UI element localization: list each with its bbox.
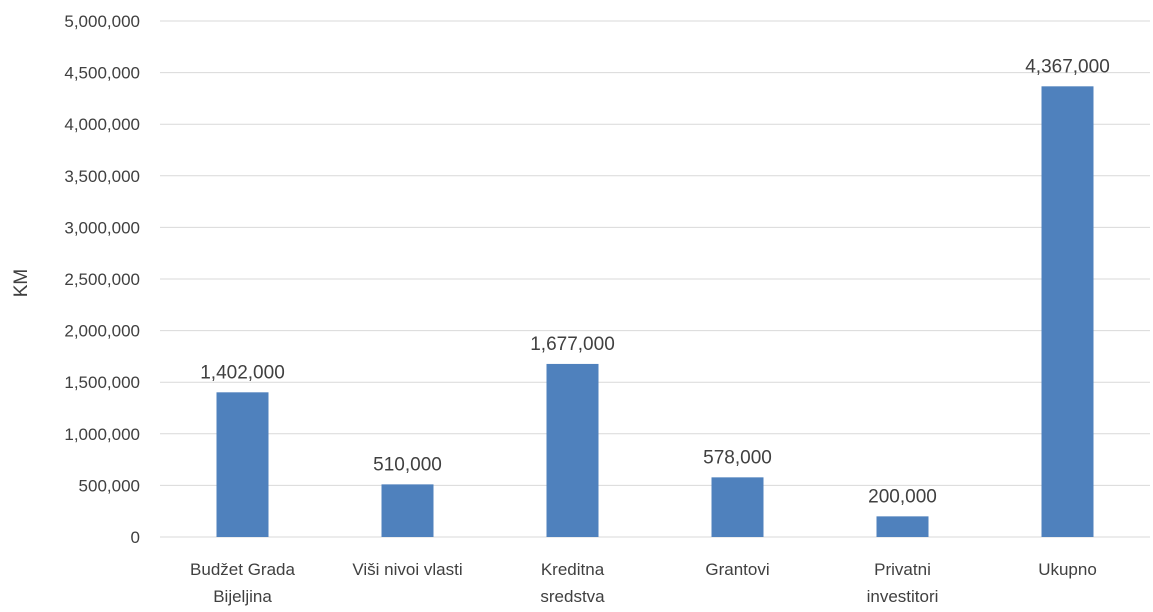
data-label: 1,677,000 [530,334,615,355]
bars [216,86,1094,538]
x-tick-label: Grantovi [705,560,769,579]
y-tick-label: 2,000,000 [64,322,140,341]
x-tick-label: Privatni investitori [867,560,939,606]
bar [711,477,764,537]
bar [381,484,434,537]
y-axis-title: KM [11,269,32,298]
x-tick-label: Budžet Grada Bijeljina [190,560,295,606]
y-tick-label: 5,000,000 [64,12,140,31]
y-tick-label: 1,000,000 [64,425,140,444]
bar [1041,86,1094,538]
data-label: 510,000 [373,454,442,475]
y-tick-label: 500,000 [79,476,140,495]
data-label: 578,000 [703,447,772,468]
y-tick-label: 4,500,000 [64,64,140,83]
data-label: 1,402,000 [200,362,285,383]
y-tick-label: 3,000,000 [64,218,140,237]
x-tick-label: Viši nivoi vlasti [352,560,462,579]
y-tick-label: 1,500,000 [64,373,140,392]
y-axis-ticks: 0 500,000 1,000,000 1,500,000 2,000,000 2,500… [64,12,140,547]
data-label: 200,000 [868,486,937,507]
y-tick-label: 2,500,000 [64,270,140,289]
x-axis-ticks: Budžet Grada Bijeljina Viši nivoi vlasti Kr… [190,560,1097,606]
data-label: 4,367,000 [1025,56,1110,77]
x-tick-label: Kreditna sredstva [540,560,605,606]
y-tick-label: 0 [131,528,140,547]
y-tick-label: 3,500,000 [64,167,140,186]
x-tick-label: Ukupno [1038,560,1097,579]
bar [876,516,929,537]
bar [546,363,599,537]
data-labels: 1,402,000 510,000 1,677,000 578,000 200,000 4… [200,56,1110,507]
y-tick-label: 4,000,000 [64,115,140,134]
gridlines [160,20,1150,538]
bar [216,392,269,537]
